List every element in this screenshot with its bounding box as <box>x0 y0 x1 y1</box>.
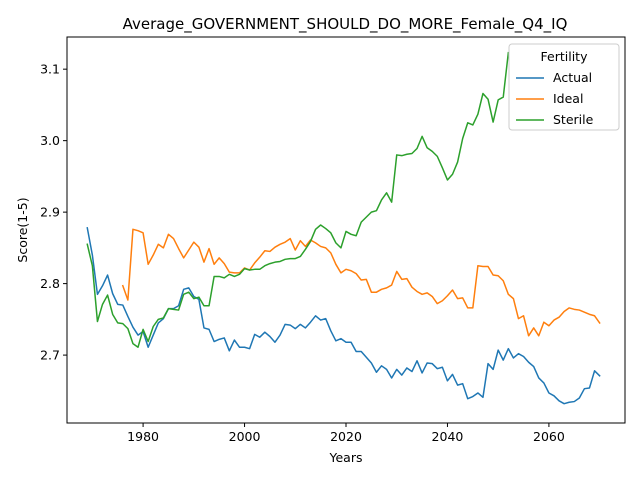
x-tick-label: 2020 <box>330 429 362 444</box>
x-tick-label: 1980 <box>127 429 159 444</box>
legend: Fertility Actual Ideal Sterile <box>508 43 620 131</box>
legend-box <box>508 43 620 131</box>
y-axis-ticks: 2.7 2.8 2.9 3.0 3.1 <box>40 62 67 363</box>
x-axis-label: Years <box>329 450 363 465</box>
legend-label-sterile: Sterile <box>553 112 594 127</box>
plot-lines <box>86 51 601 405</box>
x-tick-label: 2000 <box>229 429 261 444</box>
series-line-ideal <box>121 228 601 337</box>
y-tick-label: 2.7 <box>40 348 60 363</box>
y-tick-label: 2.8 <box>40 276 60 291</box>
series-line-sterile <box>86 51 510 348</box>
y-axis-label: Score(1-5) <box>15 197 30 262</box>
chart-title: Average_GOVERNMENT_SHOULD_DO_MORE_Female… <box>123 15 568 34</box>
legend-items: Actual Ideal Sterile <box>516 70 594 127</box>
x-tick-label: 2060 <box>533 429 565 444</box>
legend-label-actual: Actual <box>553 70 592 85</box>
legend-label-ideal: Ideal <box>553 91 583 106</box>
y-tick-label: 3.1 <box>40 62 60 77</box>
x-axis-ticks: 1980 2000 2020 2040 2060 <box>127 423 565 444</box>
y-tick-label: 2.9 <box>40 205 60 220</box>
x-tick-label: 2040 <box>432 429 464 444</box>
legend-title: Fertility <box>541 49 589 64</box>
y-tick-label: 3.0 <box>40 133 60 148</box>
